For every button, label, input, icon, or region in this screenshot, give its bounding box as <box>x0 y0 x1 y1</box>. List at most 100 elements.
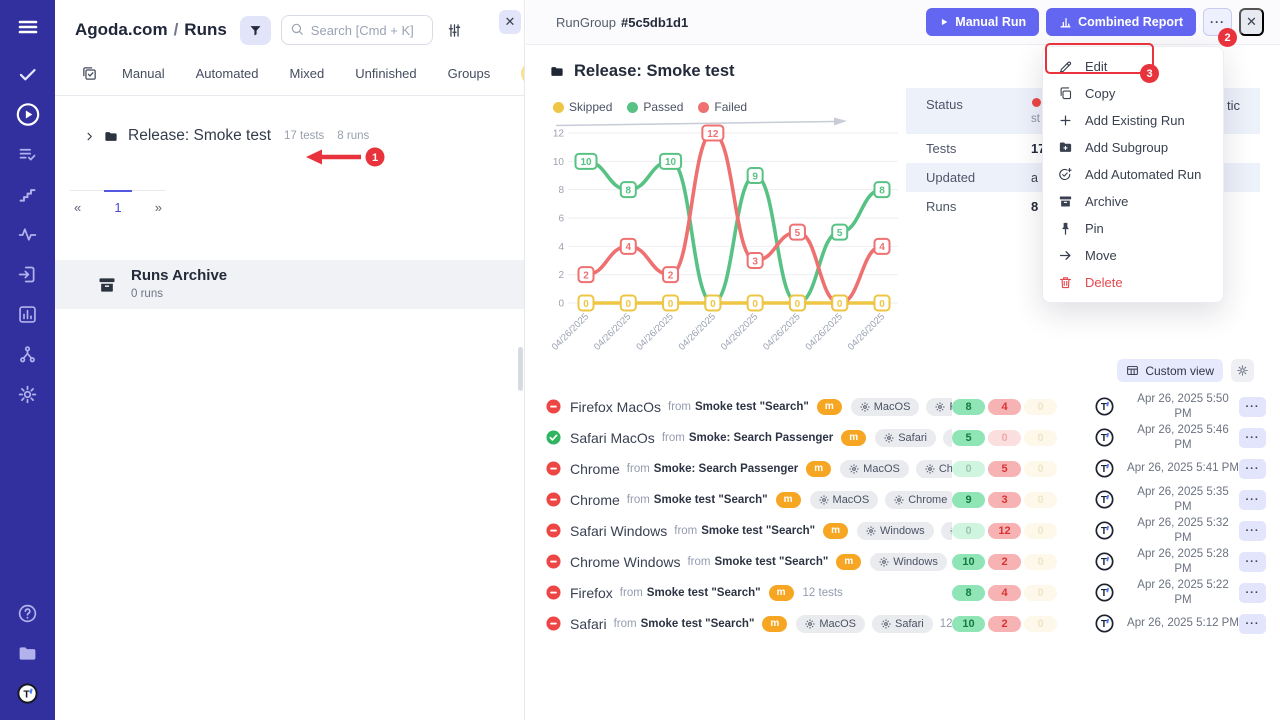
menu-item-copy[interactable]: Copy <box>1043 80 1223 107</box>
legend-item-skipped[interactable]: Skipped <box>553 100 612 114</box>
run-source: Smoke: Search Passenger <box>653 462 799 475</box>
tab-severity[interactable]: Severity <box>521 62 524 85</box>
reporter-logo-icon[interactable]: T <box>1095 428 1114 447</box>
tab-unfinished[interactable]: Unfinished <box>355 66 417 81</box>
passed-count-pill: 0 <box>952 460 985 477</box>
run-row-menu-button[interactable]: ··· <box>1239 458 1266 479</box>
run-row[interactable]: Safari from Smoke test "Search" m MacOS Safar… <box>526 608 1280 639</box>
run-group-tree-item[interactable]: Release: Smoke test 17 tests 8 runs <box>84 127 524 145</box>
run-name[interactable]: Chrome <box>570 460 620 477</box>
chart-legend: Skipped Passed Failed <box>546 96 904 118</box>
run-row-menu-button[interactable]: ··· <box>1239 551 1266 572</box>
run-row[interactable]: Chrome from Smoke test "Search" m MacOS Chrom… <box>526 484 1280 515</box>
menu-item-add-subgroup[interactable]: Add Subgroup <box>1043 134 1223 161</box>
scrollbar[interactable] <box>518 347 523 391</box>
filter-button[interactable] <box>239 15 271 45</box>
breadcrumb-project[interactable]: Agoda.com <box>75 20 168 39</box>
platform-badge-windows: Windows <box>870 552 947 571</box>
app-logo-icon[interactable]: T <box>15 680 41 706</box>
run-source: Smoke: Search Passenger <box>688 431 834 444</box>
reporter-logo-icon[interactable]: T <box>1095 614 1114 633</box>
search-input[interactable] <box>280 15 433 45</box>
panel-close-button[interactable]: ✕ <box>499 10 521 34</box>
run-name[interactable]: Safari Windows <box>570 522 668 539</box>
menu-item-archive[interactable]: Archive <box>1043 188 1223 215</box>
run-timestamp: Apr 26, 2025 5:35 PM <box>1137 486 1229 513</box>
run-row[interactable]: Safari Windows from Smoke test "Search" m Wi… <box>526 515 1280 546</box>
run-row-menu-button[interactable]: ··· <box>1239 613 1266 634</box>
menu-item-pin[interactable]: Pin <box>1043 215 1223 242</box>
pagination-prev[interactable]: « <box>74 200 82 215</box>
list-settings-button[interactable] <box>1231 359 1254 382</box>
run-row[interactable]: Firefox from Smoke test "Search" m 12 tests 8… <box>526 577 1280 608</box>
run-name[interactable]: Safari <box>570 615 607 632</box>
close-icon: ✕ <box>504 14 516 29</box>
pagination-page-1[interactable]: 1 <box>104 190 132 215</box>
reporter-logo-icon[interactable]: T <box>1095 459 1114 478</box>
menu-item-move[interactable]: Move <box>1043 242 1223 269</box>
import-icon[interactable] <box>15 261 41 287</box>
runs-play-icon[interactable] <box>15 101 41 127</box>
run-row[interactable]: Safari MacOs from Smoke: Search Passenger m… <box>526 422 1280 453</box>
reporter-logo-icon[interactable]: T <box>1095 552 1114 571</box>
test-plans-icon[interactable] <box>15 141 41 167</box>
menu-item-delete[interactable]: Delete <box>1043 269 1223 296</box>
svg-text:3: 3 <box>752 256 758 267</box>
menu-item-edit[interactable]: Edit <box>1043 53 1223 80</box>
folder-icon <box>549 64 565 79</box>
run-row[interactable]: Chrome from Smoke: Search Passenger m MacOS C… <box>526 453 1280 484</box>
run-row-menu-button[interactable]: ··· <box>1239 427 1266 448</box>
settings-gear-icon[interactable] <box>15 381 41 407</box>
run-timestamp: Apr 26, 2025 5:32 PM <box>1137 517 1229 544</box>
reporter-logo-icon[interactable]: T <box>1095 397 1114 416</box>
analytics-icon[interactable] <box>15 301 41 327</box>
legend-item-failed[interactable]: Failed <box>698 100 747 114</box>
reporter-logo-icon[interactable]: T <box>1095 583 1114 602</box>
run-timestamp: Apr 26, 2025 5:46 PM <box>1137 424 1229 451</box>
more-actions-button[interactable]: ··· <box>1203 8 1232 36</box>
pagination-next[interactable]: » <box>154 200 162 215</box>
select-all-icon[interactable] <box>81 65 98 82</box>
run-name[interactable]: Chrome <box>570 491 620 508</box>
projects-folder-icon[interactable] <box>15 640 41 666</box>
runs-archive-item[interactable]: Runs Archive 0 runs <box>55 260 524 309</box>
menu-item-add-existing-run[interactable]: Add Existing Run <box>1043 107 1223 134</box>
run-name[interactable]: Firefox <box>570 584 613 601</box>
pulse-icon[interactable] <box>15 221 41 247</box>
run-row-menu-button[interactable]: ··· <box>1239 582 1266 603</box>
adjustments-icon[interactable] <box>446 22 463 39</box>
tab-mixed[interactable]: Mixed <box>289 66 325 81</box>
menu-item-label: Add Subgroup <box>1085 140 1169 155</box>
combined-report-button[interactable]: Combined Report <box>1046 8 1196 36</box>
tab-automated[interactable]: Automated <box>195 66 259 81</box>
help-icon[interactable] <box>15 600 41 626</box>
tasks-check-icon[interactable] <box>15 61 41 87</box>
run-row[interactable]: Firefox MacOs from Smoke test "Search" m Mac… <box>526 391 1280 422</box>
manual-run-button[interactable]: Manual Run <box>926 8 1040 36</box>
status-dot-icon <box>1032 98 1041 107</box>
menu-item-add-automated-run[interactable]: Add Automated Run <box>1043 161 1223 188</box>
custom-view-button[interactable]: Custom view <box>1117 359 1223 382</box>
run-name[interactable]: Chrome Windows <box>570 553 681 570</box>
manual-mode-badge: m <box>836 553 862 570</box>
steps-icon[interactable] <box>15 181 41 207</box>
legend-item-passed[interactable]: Passed <box>627 100 683 114</box>
run-source: Smoke test "Search" <box>640 617 755 630</box>
svg-text:04/26/2025: 04/26/2025 <box>634 311 675 352</box>
run-row-menu-button[interactable]: ··· <box>1239 520 1266 541</box>
run-row[interactable]: Chrome Windows from Smoke test "Search" m Wi… <box>526 546 1280 577</box>
branches-icon[interactable] <box>15 341 41 367</box>
tab-manual[interactable]: Manual <box>122 66 165 81</box>
passed-count-pill: 5 <box>952 429 985 446</box>
run-row-menu-button[interactable]: ··· <box>1239 489 1266 510</box>
run-name[interactable]: Safari MacOs <box>570 429 655 446</box>
reporter-logo-icon[interactable]: T <box>1095 490 1114 509</box>
svg-text:04/26/2025: 04/26/2025 <box>803 311 844 352</box>
tab-groups[interactable]: Groups <box>447 66 491 81</box>
reporter-logo-icon[interactable]: T <box>1095 521 1114 540</box>
chevron-right-icon[interactable] <box>84 131 95 142</box>
run-row-menu-button[interactable]: ··· <box>1239 396 1266 417</box>
menu-icon[interactable] <box>15 14 41 40</box>
detail-close-button[interactable]: ✕ <box>1239 8 1264 36</box>
run-name[interactable]: Firefox MacOs <box>570 398 662 415</box>
